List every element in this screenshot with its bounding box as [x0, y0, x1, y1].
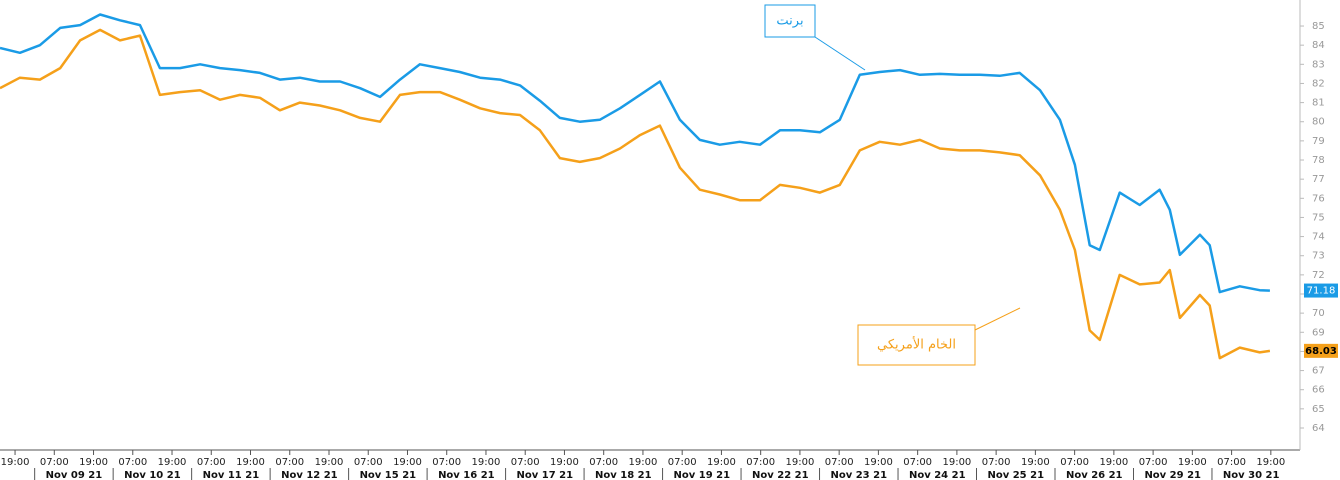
date-label: Nov 18 21 — [595, 470, 652, 480]
line-series — [0, 13, 1270, 294]
callout-line — [974, 307, 1021, 331]
x-tick-label: 07:00 — [1060, 457, 1089, 468]
legend-box — [764, 4, 816, 38]
legend-box — [857, 324, 976, 366]
y-tick-label: 76 — [1312, 193, 1325, 204]
date-label: Nov 17 21 — [517, 470, 574, 480]
date-label: Nov 12 21 — [281, 470, 338, 480]
x-tick-label: 07:00 — [825, 457, 854, 468]
y-tick-label: 77 — [1312, 174, 1325, 185]
x-tick-label: 07:00 — [746, 457, 775, 468]
last-value-box — [1304, 283, 1338, 298]
y-tick-label: 83 — [1312, 59, 1325, 70]
y-tick-label: 67 — [1312, 366, 1325, 377]
date-label: Nov 16 21 — [438, 470, 495, 480]
x-tick-label: 07:00 — [275, 457, 304, 468]
y-tick-label: 72 — [1312, 270, 1325, 281]
x-tick-label: 07:00 — [589, 457, 618, 468]
date-label: Nov 26 21 — [1066, 470, 1123, 480]
date-label: Nov 09 21 — [46, 470, 103, 480]
callout-line — [814, 36, 866, 71]
x-tick-label: 19:00 — [472, 457, 501, 468]
x-tick-label: 07:00 — [668, 457, 697, 468]
x-tick-label: 07:00 — [903, 457, 932, 468]
x-tick-label: 07:00 — [1139, 457, 1168, 468]
x-tick-label: 07:00 — [432, 457, 461, 468]
y-tick-label: 79 — [1312, 136, 1325, 147]
x-tick-label: 07:00 — [1217, 457, 1246, 468]
y-tick-label: 81 — [1312, 98, 1325, 109]
date-label: Nov 22 21 — [752, 470, 809, 480]
x-tick-label: 19:00 — [393, 457, 422, 468]
x-tick-label: 19:00 — [786, 457, 815, 468]
x-tick-label: 19:00 — [550, 457, 579, 468]
date-label: Nov 19 21 — [674, 470, 731, 480]
y-tick-label: 74 — [1312, 232, 1325, 243]
date-label: Nov 24 21 — [909, 470, 966, 480]
y-tick-label: 75 — [1312, 212, 1325, 223]
date-label: Nov 25 21 — [987, 470, 1044, 480]
date-label: Nov 15 21 — [360, 470, 417, 480]
y-tick-label: 66 — [1312, 385, 1325, 396]
x-tick-label: 19:00 — [1178, 457, 1207, 468]
x-tick-label: 19:00 — [1099, 457, 1128, 468]
x-tick-label: 19:00 — [236, 457, 265, 468]
date-label: Nov 11 21 — [203, 470, 260, 480]
x-tick-label: 19:00 — [158, 457, 187, 468]
y-tick-label: 85 — [1312, 21, 1325, 32]
y-tick-label: 82 — [1312, 78, 1325, 89]
x-tick-label: 07:00 — [354, 457, 383, 468]
x-tick-label: 07:00 — [118, 457, 147, 468]
x-tick-label: 19:00 — [1256, 457, 1285, 468]
x-tick-label: 19:00 — [942, 457, 971, 468]
date-label: Nov 10 21 — [124, 470, 181, 480]
y-tick-label: 73 — [1312, 251, 1325, 262]
y-tick-label: 80 — [1312, 117, 1325, 128]
y-tick-label: 84 — [1312, 40, 1325, 51]
last-value-label: 71.18 — [1307, 286, 1336, 297]
x-tick-label: 07:00 — [982, 457, 1011, 468]
y-tick-label: 64 — [1312, 423, 1325, 434]
date-label: Nov 29 21 — [1144, 470, 1201, 480]
legend-label: برنت — [776, 14, 803, 29]
legend-label: الخام الأمريكي — [877, 336, 956, 353]
last-value-label: 68.03 — [1305, 346, 1337, 357]
x-tick-label: 19:00 — [1, 457, 30, 468]
x-tick-label: 19:00 — [629, 457, 658, 468]
y-tick-label: 70 — [1312, 308, 1325, 319]
y-tick-label: 78 — [1312, 155, 1325, 166]
y-tick-label: 65 — [1312, 404, 1325, 415]
x-tick-label: 07:00 — [40, 457, 69, 468]
x-tick-label: 07:00 — [511, 457, 540, 468]
x-tick-label: 19:00 — [79, 457, 108, 468]
x-tick-label: 07:00 — [197, 457, 226, 468]
last-value-box — [1304, 343, 1338, 358]
x-tick-label: 19:00 — [1021, 457, 1050, 468]
date-label: Nov 23 21 — [830, 470, 887, 480]
y-tick-label: 69 — [1312, 327, 1325, 338]
line-series — [0, 28, 1271, 360]
date-label: Nov 30 21 — [1223, 470, 1280, 480]
x-tick-label: 19:00 — [864, 457, 893, 468]
x-tick-label: 19:00 — [707, 457, 736, 468]
x-tick-label: 19:00 — [315, 457, 344, 468]
